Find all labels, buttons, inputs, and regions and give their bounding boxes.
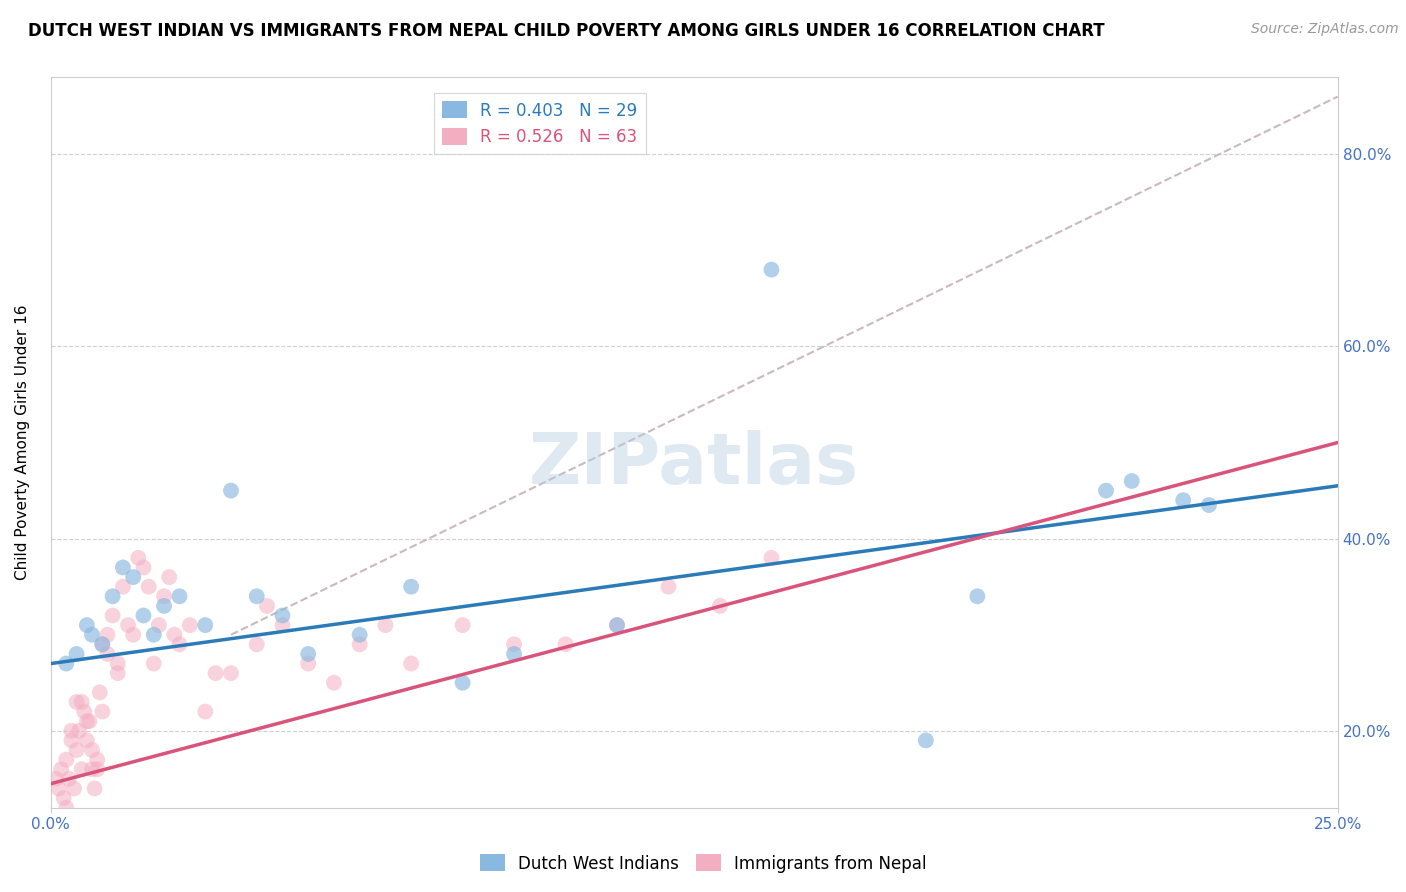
- Point: [127, 550, 149, 565]
- Point: [65, 647, 87, 661]
- Point: [606, 618, 628, 632]
- Point: [142, 657, 165, 671]
- Point: [297, 647, 319, 661]
- Point: [65, 743, 87, 757]
- Y-axis label: Child Poverty Among Girls Under 16: Child Poverty Among Girls Under 16: [15, 305, 30, 581]
- Point: [80, 743, 103, 757]
- Point: [55, 753, 77, 767]
- Point: [554, 637, 576, 651]
- Point: [49, 762, 72, 776]
- Point: [194, 618, 217, 632]
- Point: [153, 589, 176, 603]
- Point: [219, 483, 242, 498]
- Point: [80, 628, 103, 642]
- Point: [52, 791, 75, 805]
- Point: [63, 781, 86, 796]
- Text: DUTCH WEST INDIAN VS IMMIGRANTS FROM NEPAL CHILD POVERTY AMONG GIRLS UNDER 16 CO: DUTCH WEST INDIAN VS IMMIGRANTS FROM NEP…: [28, 22, 1105, 40]
- Point: [219, 666, 242, 681]
- Point: [606, 618, 628, 632]
- Point: [101, 608, 124, 623]
- Text: Source: ZipAtlas.com: Source: ZipAtlas.com: [1251, 22, 1399, 37]
- Point: [349, 637, 371, 651]
- Point: [96, 628, 118, 642]
- Point: [60, 733, 83, 747]
- Legend: Dutch West Indians, Immigrants from Nepal: Dutch West Indians, Immigrants from Nepa…: [472, 847, 934, 880]
- Point: [657, 580, 679, 594]
- Point: [76, 733, 98, 747]
- Point: [179, 618, 201, 632]
- Point: [374, 618, 396, 632]
- Point: [297, 657, 319, 671]
- Point: [76, 714, 98, 729]
- Text: ZIPatlas: ZIPatlas: [529, 430, 859, 499]
- Point: [89, 685, 111, 699]
- Point: [1121, 474, 1143, 488]
- Point: [761, 262, 783, 277]
- Point: [503, 647, 526, 661]
- Point: [111, 560, 134, 574]
- Point: [107, 657, 129, 671]
- Point: [503, 637, 526, 651]
- Point: [399, 657, 422, 671]
- Legend: R = 0.403   N = 29, R = 0.526   N = 63: R = 0.403 N = 29, R = 0.526 N = 63: [434, 93, 645, 154]
- Point: [48, 781, 70, 796]
- Point: [65, 695, 87, 709]
- Point: [70, 695, 93, 709]
- Point: [91, 637, 114, 651]
- Point: [107, 666, 129, 681]
- Point: [915, 733, 938, 747]
- Point: [138, 580, 160, 594]
- Point: [1173, 493, 1195, 508]
- Point: [148, 618, 170, 632]
- Point: [169, 637, 191, 651]
- Point: [256, 599, 278, 613]
- Point: [79, 714, 101, 729]
- Point: [153, 599, 176, 613]
- Point: [204, 666, 226, 681]
- Point: [76, 618, 98, 632]
- Point: [271, 608, 294, 623]
- Point: [194, 705, 217, 719]
- Point: [1198, 498, 1220, 512]
- Point: [1095, 483, 1118, 498]
- Point: [91, 705, 114, 719]
- Point: [142, 628, 165, 642]
- Point: [132, 560, 155, 574]
- Point: [157, 570, 180, 584]
- Point: [246, 637, 269, 651]
- Point: [83, 781, 105, 796]
- Point: [55, 657, 77, 671]
- Point: [399, 580, 422, 594]
- Point: [96, 647, 118, 661]
- Point: [246, 589, 269, 603]
- Point: [122, 628, 145, 642]
- Point: [101, 589, 124, 603]
- Point: [45, 772, 67, 786]
- Point: [70, 762, 93, 776]
- Point: [163, 628, 186, 642]
- Point: [67, 723, 90, 738]
- Point: [60, 723, 83, 738]
- Point: [349, 628, 371, 642]
- Point: [966, 589, 988, 603]
- Point: [111, 580, 134, 594]
- Point: [323, 675, 346, 690]
- Point: [58, 772, 80, 786]
- Point: [117, 618, 139, 632]
- Point: [709, 599, 731, 613]
- Point: [55, 800, 77, 814]
- Point: [169, 589, 191, 603]
- Point: [91, 637, 114, 651]
- Point: [86, 753, 108, 767]
- Point: [761, 550, 783, 565]
- Point: [73, 705, 96, 719]
- Point: [122, 570, 145, 584]
- Point: [132, 608, 155, 623]
- Point: [271, 618, 294, 632]
- Point: [80, 762, 103, 776]
- Point: [451, 675, 474, 690]
- Point: [86, 762, 108, 776]
- Point: [451, 618, 474, 632]
